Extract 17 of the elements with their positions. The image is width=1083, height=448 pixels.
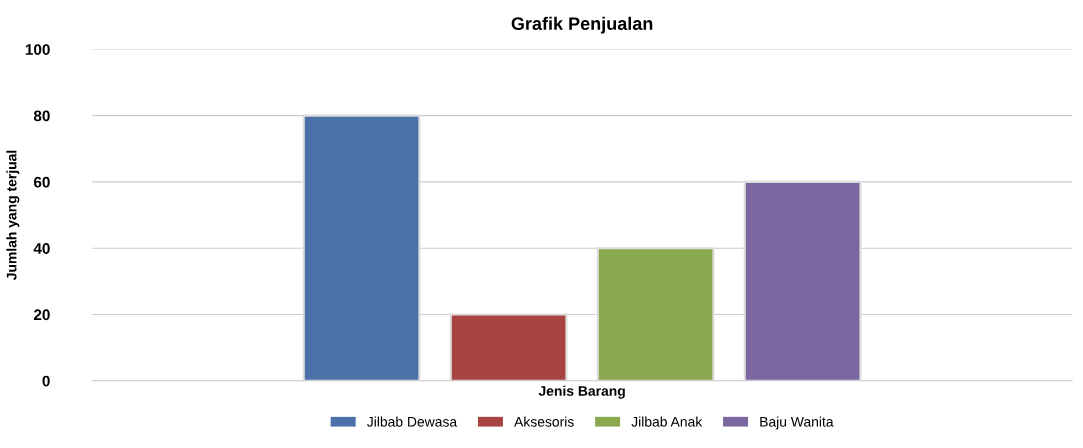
bar (449, 313, 568, 381)
x-axis-title: Jenis Barang (538, 385, 625, 399)
y-tick-label: 0 (42, 375, 50, 387)
legend-label: Aksesoris (514, 416, 574, 427)
y-axis-title: Jumlah yang terjual (6, 150, 20, 281)
legend-label: Jilbab Anak (631, 416, 703, 427)
y-tick-label: 60 (33, 176, 50, 188)
y-tick-label: 40 (33, 243, 50, 254)
legend-label: Jilbab Dewasa (367, 416, 458, 427)
y-tick-label: 80 (33, 110, 50, 122)
chart-title: Grafik Penjualan (511, 16, 653, 34)
y-tick-label: 100 (25, 44, 50, 55)
y-tick-label: 20 (33, 309, 50, 321)
bar (743, 180, 862, 381)
legend-label: Baju Wanita (760, 416, 834, 430)
bar (596, 247, 715, 381)
bar (302, 114, 421, 381)
